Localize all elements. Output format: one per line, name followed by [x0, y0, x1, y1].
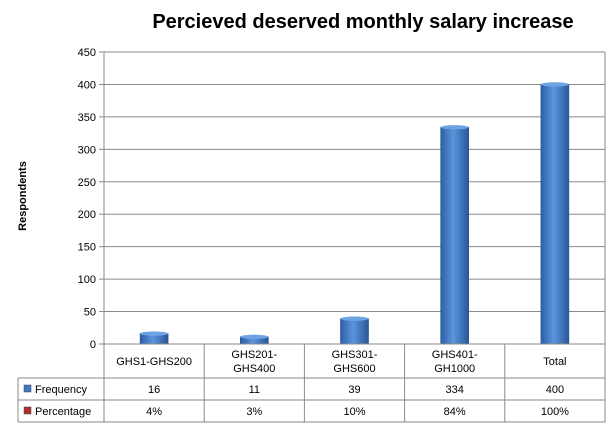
- y-tick-label: 400: [78, 79, 96, 91]
- table-cell-percentage: 10%: [343, 406, 365, 418]
- y-tick-label: 50: [84, 307, 96, 319]
- bar-top-cap: [540, 82, 569, 87]
- bar-frequency: [540, 84, 570, 345]
- bars: [139, 82, 570, 345]
- x-category-label: GHS600: [333, 363, 375, 375]
- y-tick-label: 0: [90, 339, 96, 351]
- table-cell-percentage: 100%: [541, 406, 569, 418]
- bar-frequency: [440, 126, 470, 345]
- y-axis-label: Respondents: [17, 161, 29, 231]
- table-cell-frequency: 39: [348, 384, 360, 396]
- y-tick-label: 450: [78, 47, 96, 59]
- table-cell-frequency: 400: [546, 384, 564, 396]
- y-tick-labels: 0 50 100 150 200 250 300 350 400 450: [78, 47, 96, 351]
- x-category-label: GHS400: [233, 363, 275, 375]
- table-cell-frequency: 334: [446, 384, 464, 396]
- y-tick-label: 200: [78, 209, 96, 221]
- y-tick-label: 350: [78, 112, 96, 124]
- x-category-label: GHS201-: [231, 349, 277, 361]
- legend-key-percentage: [23, 406, 32, 415]
- bar-frequency: [340, 318, 369, 345]
- legend-label-percentage: Percentage: [35, 406, 91, 418]
- legend-label-frequency: Frequency: [35, 384, 87, 396]
- x-category-label: GHS401-: [432, 349, 478, 361]
- x-category-label: GHS1-GHS200: [116, 356, 192, 368]
- chart-title: Percieved deserved monthly salary increa…: [152, 11, 573, 33]
- table-cell-frequency: 11: [249, 384, 260, 396]
- y-tick-label: 150: [78, 242, 96, 254]
- table-cell-percentage: 3%: [246, 406, 262, 418]
- y-tick-label: 300: [78, 144, 96, 156]
- y-tick-label: 100: [78, 274, 96, 286]
- x-category-label: GHS301-: [332, 349, 378, 361]
- x-category-label: Total: [543, 356, 566, 368]
- data-table: GHS1-GHS200 GHS201- GHS400 GHS301- GHS600 GHS…: [17, 343, 606, 423]
- bar-top-cap: [140, 331, 169, 336]
- x-category-label: GH1000: [434, 363, 475, 375]
- bar-top-cap: [340, 316, 369, 321]
- table-cell-percentage: 4%: [146, 406, 162, 418]
- table-cell-frequency: 16: [148, 384, 160, 396]
- legend-key-frequency: [23, 384, 32, 393]
- table-cell-percentage: 84%: [444, 406, 466, 418]
- y-tick-label: 250: [78, 177, 96, 189]
- gridlines: [99, 51, 606, 345]
- bar-top-cap: [440, 125, 469, 130]
- bar-top-cap: [240, 334, 269, 340]
